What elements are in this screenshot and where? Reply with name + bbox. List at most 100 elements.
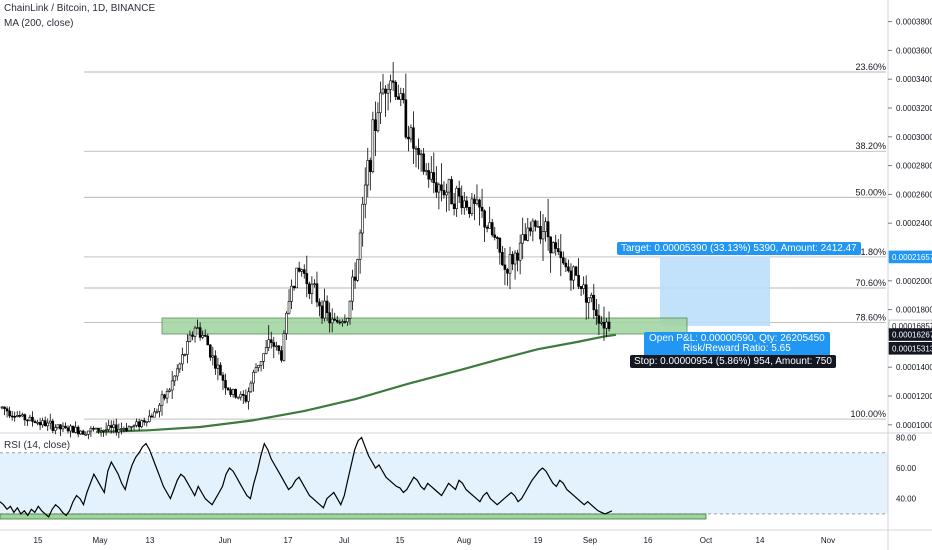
candle-body xyxy=(239,394,243,398)
candle-body xyxy=(178,363,182,370)
candle-body xyxy=(442,190,446,196)
open-pl-line: Open P&L: 0.00000590, Qty: 26205450 xyxy=(649,333,825,344)
candle-body xyxy=(460,195,464,209)
candle-body xyxy=(473,198,476,204)
candle-body xyxy=(36,422,39,424)
candle-body xyxy=(234,389,237,398)
candle-body xyxy=(592,294,596,311)
candle-body xyxy=(320,305,324,319)
candle-body xyxy=(23,414,27,421)
candle-body xyxy=(539,226,542,240)
candle-body xyxy=(280,350,283,361)
time-tick-label: 17 xyxy=(284,536,293,545)
candle-body xyxy=(41,420,44,426)
candle-body xyxy=(384,88,387,94)
candle-body xyxy=(69,425,72,432)
candle-body xyxy=(435,182,438,193)
candle-body xyxy=(132,425,136,427)
candle-body xyxy=(511,254,514,265)
candle-body xyxy=(589,294,593,299)
candle-body xyxy=(277,345,281,351)
candle-body xyxy=(422,153,425,172)
candle-body xyxy=(181,354,184,365)
candle-body xyxy=(231,389,235,395)
candle-body xyxy=(48,420,52,424)
candle-body xyxy=(173,375,177,382)
candle-body xyxy=(521,234,525,244)
candle-body xyxy=(99,430,103,432)
candle-body xyxy=(440,184,443,191)
candle-body xyxy=(76,426,80,435)
candle-body xyxy=(325,300,329,314)
candle-body xyxy=(257,364,260,368)
candle-body xyxy=(66,427,70,432)
candle-body xyxy=(313,283,316,286)
candle-body xyxy=(544,221,547,232)
candle-body xyxy=(244,395,248,402)
candle-body xyxy=(399,93,403,100)
candle-body xyxy=(541,231,545,240)
candle-body xyxy=(363,184,367,205)
candle-body xyxy=(574,266,578,276)
candle-body xyxy=(437,184,441,193)
candle-body xyxy=(335,319,339,323)
candle-body xyxy=(158,404,161,412)
candle-body xyxy=(412,127,415,149)
candle-body xyxy=(409,127,413,140)
candle-body xyxy=(275,345,278,348)
candle-body xyxy=(493,234,497,238)
candle-body xyxy=(361,203,364,234)
candle-body xyxy=(61,425,65,430)
time-tick-label: 19 xyxy=(534,536,543,545)
candle-body xyxy=(310,283,314,294)
candle-body xyxy=(376,112,380,132)
fib-levels: 23.60% 38.20% 50.00% 61.80% 70.60% 78.60% 100.… xyxy=(84,62,886,420)
candle-body xyxy=(264,347,268,354)
candle-body xyxy=(490,222,494,236)
candle-body xyxy=(54,427,57,431)
candle-body xyxy=(333,318,337,321)
candle-body xyxy=(242,394,245,396)
candle-body xyxy=(272,342,276,347)
support-zone xyxy=(161,317,688,335)
candle-body xyxy=(503,264,507,270)
candle-body xyxy=(368,160,372,172)
rsi-support-zone xyxy=(0,513,707,520)
candle-body xyxy=(206,335,210,346)
candle-body xyxy=(229,389,232,395)
candle-body xyxy=(259,361,263,366)
position-zones xyxy=(0,256,770,520)
price-badge-label: 0.00015313 xyxy=(892,344,932,353)
time-tick-label: Oct xyxy=(700,536,713,545)
candle-body xyxy=(534,220,537,227)
candle-body xyxy=(142,420,146,423)
candle-body xyxy=(165,391,169,399)
time-tick-label: May xyxy=(92,536,107,545)
candle-body xyxy=(424,170,428,172)
candle-body xyxy=(214,355,217,369)
candle-body xyxy=(130,426,133,428)
candle-body xyxy=(341,321,344,324)
stop-label[interactable]: Stop: 0.00000954 (5.86%) 954, Amount: 75… xyxy=(630,355,836,368)
time-tick-label: Jun xyxy=(219,536,232,545)
candle-body xyxy=(498,237,502,253)
candle-body xyxy=(531,220,535,232)
candle-body xyxy=(526,227,530,241)
candle-body xyxy=(168,389,171,392)
candle-body xyxy=(287,301,291,314)
candle-body xyxy=(74,426,77,433)
candle-body xyxy=(221,374,225,381)
candle-body xyxy=(148,415,151,422)
candle-body xyxy=(64,425,67,429)
candle-body xyxy=(450,179,453,205)
target-label[interactable]: Target: 0.00005390 (33.13%) 5390, Amount… xyxy=(617,242,861,255)
candle-body xyxy=(3,406,6,410)
candle-body xyxy=(396,96,400,100)
open-pl-box[interactable]: Open P&L: 0.00000590, Qty: 26205450 Risk… xyxy=(644,332,830,356)
candle-body xyxy=(208,344,212,358)
